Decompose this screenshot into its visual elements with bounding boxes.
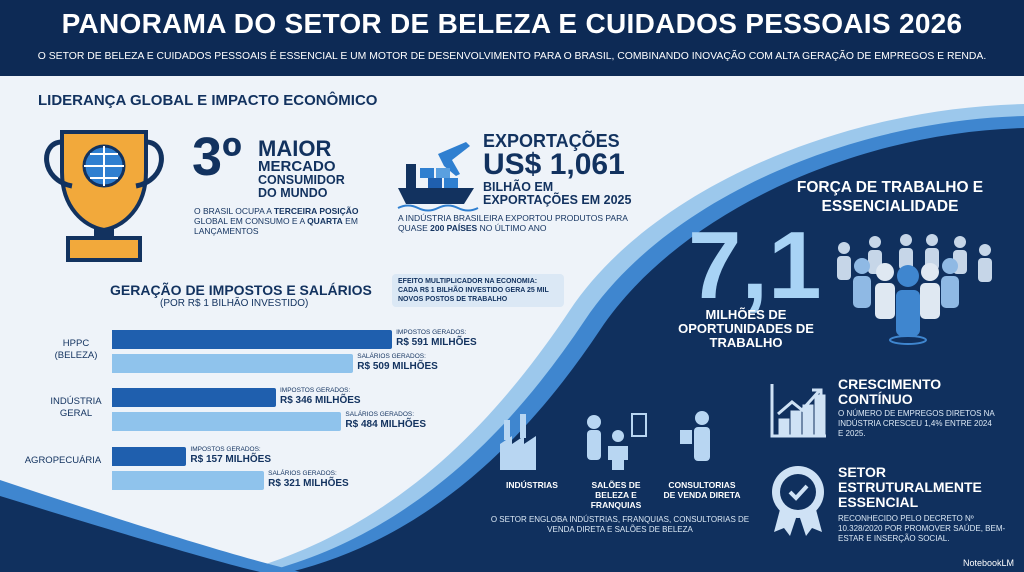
workforce-big: 7,1 [688, 212, 822, 319]
growth-text: O NÚMERO DE EMPREGOS DIRETOS NA INDÚSTRI… [838, 409, 995, 438]
bar [112, 354, 354, 373]
series-name: SALÁRIOS GERADOS: [357, 353, 426, 360]
text-part: A INDÚSTRIA BRASILEIRA EXPORTOU PRODUTOS… [398, 213, 630, 233]
text-part: GLOBAL EM CONSUMO E A [194, 206, 361, 226]
text-part: NO ÚLTIMO ANO [477, 223, 547, 233]
segment-note: O SETOR ENGLOBA INDÚSTRIAS, FRANQUIAS, C… [490, 515, 750, 534]
rank-big: 3º [192, 127, 242, 187]
bar-label: IMPOSTOS GERADOS: R$ 591 MILHÕES [396, 329, 477, 348]
series-name: IMPOSTOS GERADOS: [396, 329, 467, 336]
exports-line: EXPORTAÇÕES EM 2025 [483, 193, 632, 207]
segment-label: SALÕES DE BELEZA E FRANQUIAS [590, 480, 642, 510]
value-label: R$ 346 MILHÕES [280, 395, 361, 406]
value-label: R$ 591 MILHÕES [396, 337, 477, 348]
segment-label: INDÚSTRIAS [506, 480, 558, 490]
text-part: QUARTA [307, 216, 343, 226]
rank-line: CONSUMIDOR [258, 173, 345, 187]
series-name: IMPOSTOS GERADOS: [190, 446, 261, 453]
text-part: 200 PAÍSES [430, 223, 478, 233]
bar [112, 412, 342, 431]
bar-label: IMPOSTOS GERADOS: R$ 346 MILHÕES [280, 387, 361, 406]
bar [112, 388, 276, 407]
value-label: R$ 157 MILHÕES [190, 454, 271, 465]
category-label: HPPC (BELEZA) [54, 338, 98, 361]
growth-title: CRESCIMENTO CONTÍNUO [838, 376, 942, 407]
rank-line: MERCADO [258, 158, 336, 175]
page-subtitle: O SETOR DE BELEZA E CUIDADOS PESSOAIS É … [37, 51, 987, 62]
series-name: IMPOSTOS GERADOS: [280, 387, 351, 394]
text-part: EM LANÇAMENTOS [194, 216, 361, 236]
brand: NotebookLM [962, 558, 1014, 568]
rank-text: O BRASIL OCUPA A TERCEIRA POSIÇÃO GLOBAL… [194, 206, 379, 236]
rank-line: MAIOR [258, 136, 332, 161]
exports-big: US$ 1,061 [483, 148, 625, 181]
category-label: AGROPECUÁRIA [24, 455, 102, 466]
chart-title: GERAÇÃO DE IMPOSTOS E SALÁRIOS [110, 282, 372, 298]
bar [112, 447, 187, 466]
workforce-caption: MILHÕES DE OPORTUNIDADES DE TRABALHO [678, 307, 814, 350]
bar-label: SALÁRIOS GERADOS: R$ 484 MILHÕES [345, 411, 426, 430]
exports-text: A INDÚSTRIA BRASILEIRA EXPORTOU PRODUTOS… [398, 213, 638, 233]
bar [112, 330, 393, 349]
page-title: PANORAMA DO SETOR DE BELEZA E CUIDADOS P… [61, 8, 963, 39]
bar [112, 471, 265, 490]
series-name: SALÁRIOS GERADOS: [345, 411, 415, 418]
bar-label: SALÁRIOS GERADOS: R$ 509 MILHÕES [357, 353, 438, 372]
text-part: TERCEIRA POSIÇÃO [273, 206, 359, 216]
text-part: O BRASIL OCUPA A [194, 206, 274, 216]
exports-line: EXPORTAÇÕES [483, 131, 620, 151]
bar-label: SALÁRIOS GERADOS: R$ 321 MILHÕES [268, 470, 349, 489]
bar-label: IMPOSTOS GERADOS: R$ 157 MILHÕES [190, 446, 271, 465]
segment-label: CONSULTORIAS DE VENDA DIRETA [663, 480, 741, 500]
exports-line: BILHÃO EM [483, 180, 554, 194]
essential-text: RECONHECIDO PELO DECRETO Nº 10.328/2020 … [838, 514, 1006, 543]
category-label: INDÚSTRIA GERAL [50, 396, 102, 419]
chart-annotation: EFEITO MULTIPLICADOR NA ECONOMIA: CADA R… [392, 274, 564, 307]
chart-subtitle: (POR R$ 1 BILHÃO INVESTIDO) [160, 298, 309, 309]
value-label: R$ 321 MILHÕES [268, 478, 349, 489]
value-label: R$ 484 MILHÕES [345, 419, 426, 430]
value-label: R$ 509 MILHÕES [357, 361, 438, 372]
section-heading: LIDERANÇA GLOBAL E IMPACTO ECONÔMICO [38, 92, 378, 109]
series-name: SALÁRIOS GERADOS: [268, 470, 337, 477]
workforce-heading: FORÇA DE TRABALHO E ESSENCIALIDADE [796, 179, 984, 215]
rank-line: DO MUNDO [258, 186, 328, 200]
essential-title: SETOR ESTRUTURALMENTE ESSENCIAL [838, 464, 982, 510]
